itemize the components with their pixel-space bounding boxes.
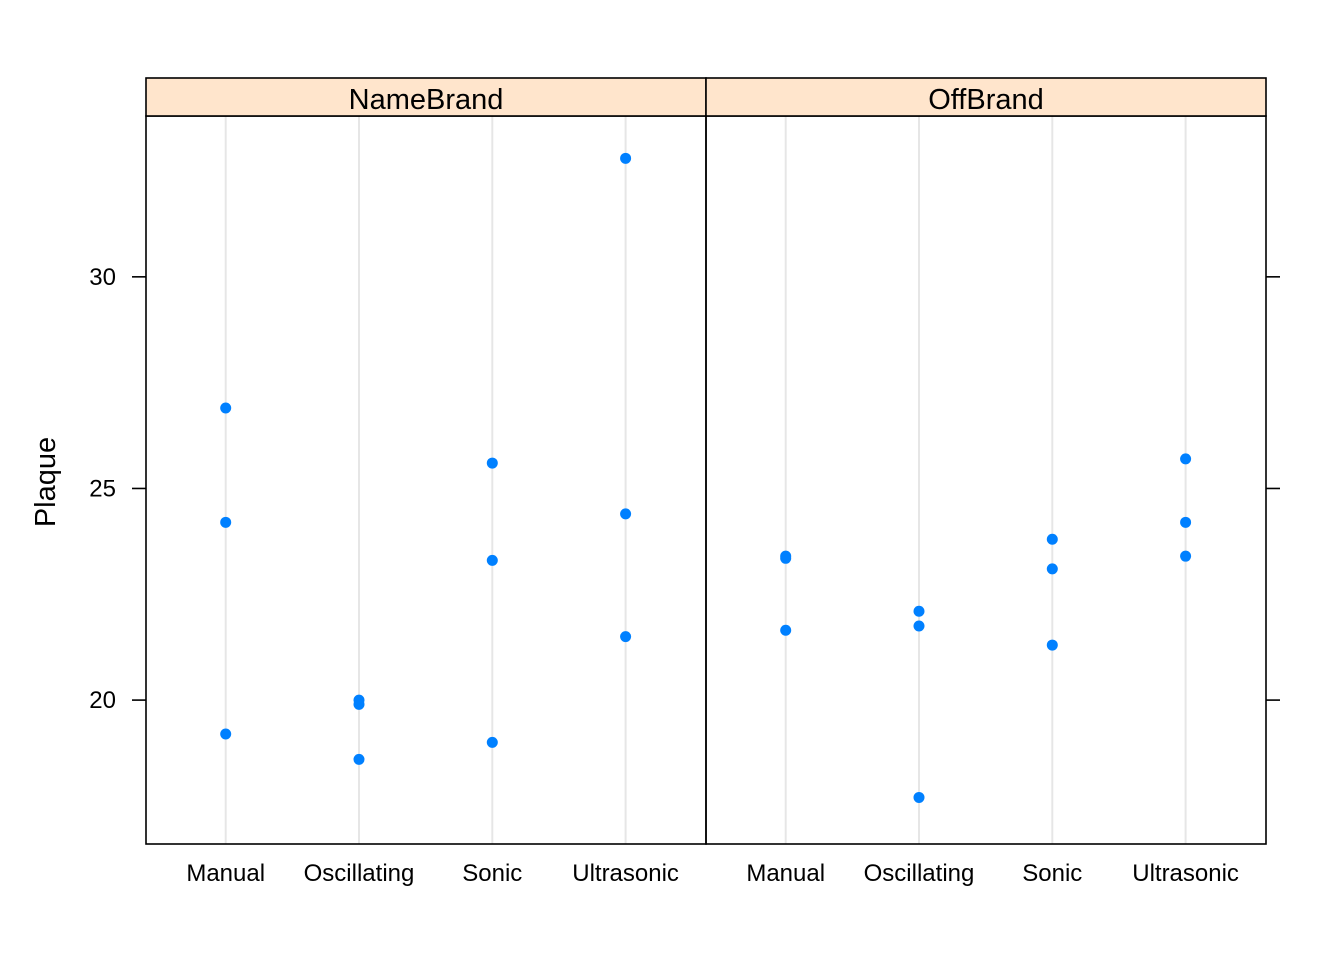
data-point xyxy=(353,698,365,710)
data-point xyxy=(220,728,232,740)
data-point xyxy=(1046,639,1058,651)
panel-offbrand: OffBrand Manual Oscillating Sonic Ultrasonic xyxy=(705,77,1267,887)
data-point xyxy=(1180,516,1192,528)
x-tick-label-oscillating: Oscillating xyxy=(864,860,975,887)
strip-offbrand xyxy=(705,77,1267,117)
data-point xyxy=(1046,563,1058,575)
strip-label: NameBrand xyxy=(349,84,504,116)
data-point xyxy=(220,516,232,528)
y-tick-label: 30 xyxy=(89,264,116,291)
data-point xyxy=(913,791,925,803)
data-point xyxy=(1180,550,1192,562)
x-tick-label-manual: Manual xyxy=(746,860,825,887)
x-tick-label-sonic: Sonic xyxy=(1022,860,1082,887)
strip-namebrand xyxy=(145,77,707,117)
y-axis: 20 25 30 xyxy=(89,264,1280,714)
data-point xyxy=(620,631,632,643)
data-point xyxy=(780,552,792,564)
data-point xyxy=(913,620,925,632)
data-point xyxy=(353,753,365,765)
x-tick-label-ultrasonic: Ultrasonic xyxy=(572,860,679,887)
panels-layer: NameBrand Manual Oscillating Sonic Ultrasoni… xyxy=(145,77,1267,887)
data-point xyxy=(1180,453,1192,465)
x-tick-label-manual: Manual xyxy=(186,860,265,887)
data-point xyxy=(220,402,232,414)
panel-namebrand: NameBrand Manual Oscillating Sonic Ultrasoni… xyxy=(145,77,707,887)
y-axis-label: Plaque xyxy=(30,437,62,527)
x-tick-label-ultrasonic: Ultrasonic xyxy=(1132,860,1239,887)
panel-frame xyxy=(705,115,1267,845)
data-point xyxy=(486,736,498,748)
data-point xyxy=(620,152,632,164)
data-point xyxy=(620,508,632,520)
y-tick-label: 20 xyxy=(89,687,116,714)
data-point xyxy=(486,457,498,469)
strip-label: OffBrand xyxy=(928,84,1044,116)
data-point xyxy=(486,554,498,566)
y-tick-label: 25 xyxy=(89,475,116,502)
x-tick-label-sonic: Sonic xyxy=(462,860,522,887)
data-point xyxy=(1046,533,1058,545)
data-point xyxy=(780,624,792,636)
data-point xyxy=(913,605,925,617)
x-tick-label-oscillating: Oscillating xyxy=(304,860,415,887)
